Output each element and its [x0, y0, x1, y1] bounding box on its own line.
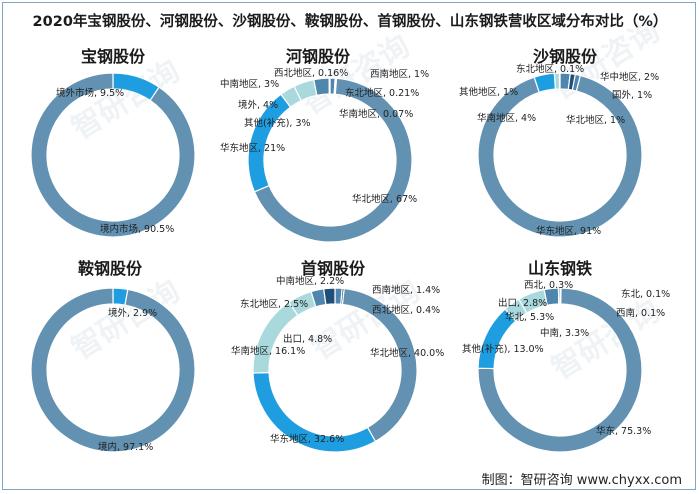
slice-label: 出口, 4.8% [283, 333, 332, 345]
chart-title: 首钢股份 [301, 259, 366, 278]
slice-label: 西北地区, 0.16% [274, 67, 348, 79]
slice-label: 其他(补充), 3% [244, 117, 311, 129]
slice-label: 出口, 2.8% [498, 297, 547, 309]
chart-title: 鞍钢股份 [78, 259, 143, 278]
donut-slice [558, 72, 561, 90]
slice-label: 东北, 0.1% [621, 288, 670, 300]
slice-label: 西南地区, 1% [370, 68, 429, 80]
donut-slice [30, 287, 196, 453]
chart-title: 山东钢铁 [528, 259, 592, 278]
slice-label: 西南, 0.1% [616, 307, 665, 319]
slice-label: 中南地区, 3% [220, 78, 279, 90]
slice-label: 华东地区, 32.6% [270, 433, 344, 445]
slice-label: 境外市场, 9.5% [56, 87, 124, 99]
slice-label: 华南地区, 4% [477, 112, 536, 124]
slice-label: 华中地区, 2% [600, 71, 659, 83]
slice-label: 境内, 97.1% [98, 441, 153, 453]
slice-label: 境内市场, 90.5% [100, 223, 174, 235]
slice-label: 西北地区, 0.4% [372, 304, 440, 316]
slice-label: 境外, 2.9% [108, 307, 157, 319]
slice-label: 华东, 75.3% [596, 425, 651, 437]
chart-title: 沙钢股份 [533, 47, 598, 66]
slice-label: 华北, 5.3% [505, 311, 554, 323]
slice-label: 国外, 1% [612, 89, 652, 101]
slice-label: 华北地区, 67% [352, 193, 417, 205]
slice-label: 西北, 0.3% [524, 280, 573, 291]
donut-slice [553, 72, 561, 90]
donut-slice [253, 77, 413, 243]
slice-label: 华南地区, 0.07% [339, 108, 413, 120]
slice-label: 华北地区, 40.0% [370, 347, 444, 359]
slice-label: 其他(补充), 13.0% [462, 343, 544, 355]
slice-label: 境外, 4% [238, 99, 278, 111]
slice-label: 东北地区, 0.1% [516, 63, 584, 75]
slice-label: 华南地区, 16.1% [231, 345, 305, 357]
slice-label: 华东地区, 21% [220, 142, 285, 154]
slice-label: 西南地区, 1.4% [372, 284, 440, 296]
donut-slice [477, 74, 643, 238]
slice-label: 华北地区, 1% [566, 114, 625, 126]
slice-label: 东北地区, 2.5% [240, 298, 308, 310]
donut-slice [313, 77, 330, 97]
figure-title: 2020年宝钢股份、河钢股份、沙钢股份、鞍钢股份、首钢股份、山东钢铁营收区域分布… [32, 14, 668, 30]
donut-slice [328, 77, 331, 95]
slice-label: 中南地区, 2.2% [276, 275, 344, 287]
slice-label: 华东地区, 91% [536, 225, 601, 237]
donut-slice [30, 72, 196, 238]
donut-slice [323, 287, 336, 306]
chart-title: 宝钢股份 [81, 47, 146, 66]
figure-border [2, 2, 696, 490]
slice-label: 东北地区, 0.21% [345, 87, 419, 99]
donut-slice [557, 287, 561, 305]
slice-label: 中南, 3.3% [540, 327, 589, 339]
chart-title: 河钢股份 [286, 47, 351, 66]
footer-source: 制图：智研咨询 www.chyxx.com [481, 473, 682, 488]
donut-slice [477, 287, 643, 453]
slice-label: 其他地区, 1% [459, 86, 518, 98]
